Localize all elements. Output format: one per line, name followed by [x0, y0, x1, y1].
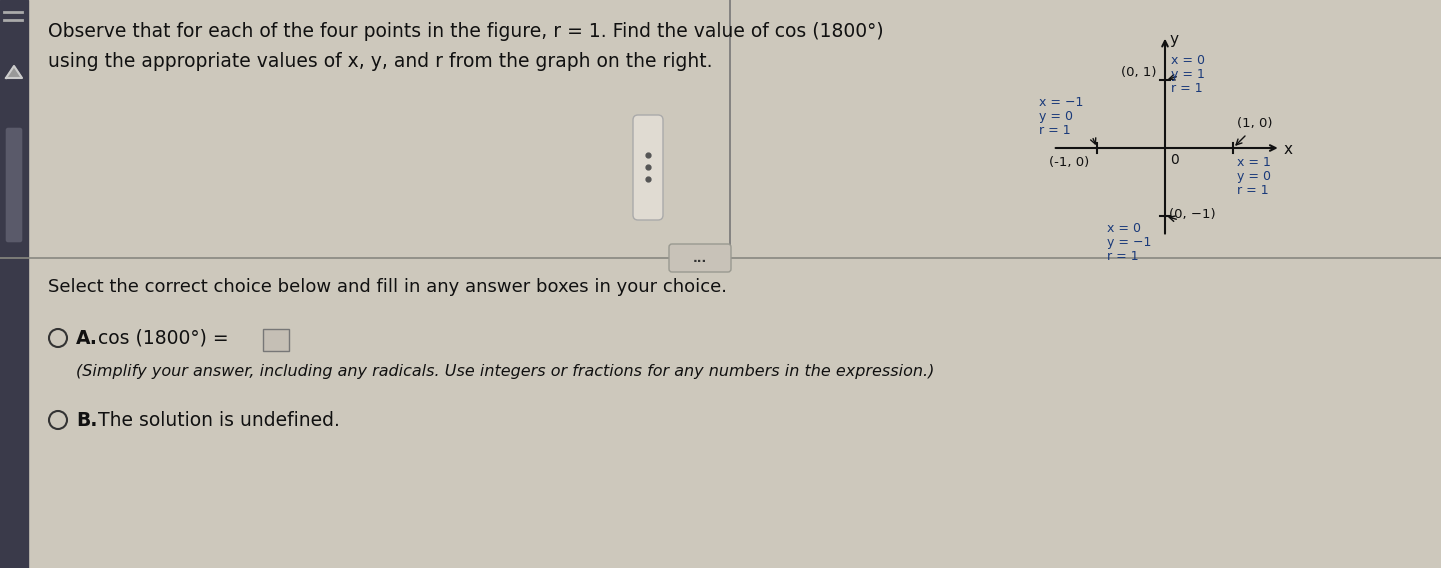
Text: x = −1: x = −1 — [1039, 96, 1084, 109]
Text: Select the correct choice below and fill in any answer boxes in your choice.: Select the correct choice below and fill… — [48, 278, 728, 296]
Text: (Simplify your answer, including any radicals. Use integers or fractions for any: (Simplify your answer, including any rad… — [76, 364, 934, 379]
Text: 0: 0 — [1170, 153, 1179, 167]
Text: x: x — [1284, 143, 1293, 157]
Text: r = 1: r = 1 — [1039, 124, 1071, 137]
Text: (1, 0): (1, 0) — [1236, 117, 1272, 130]
Text: The solution is undefined.: The solution is undefined. — [98, 411, 340, 430]
Text: y = 1: y = 1 — [1172, 68, 1205, 81]
Text: y = 0: y = 0 — [1039, 110, 1074, 123]
Text: x = 0: x = 0 — [1172, 54, 1205, 67]
Text: (0, 1): (0, 1) — [1121, 66, 1157, 79]
Text: r = 1: r = 1 — [1107, 250, 1138, 263]
Polygon shape — [6, 66, 22, 78]
Text: Observe that for each of the four points in the figure, r = 1. Find the value of: Observe that for each of the four points… — [48, 22, 883, 41]
Text: y = −1: y = −1 — [1107, 236, 1151, 249]
Text: y: y — [1169, 32, 1177, 47]
Text: x = 1: x = 1 — [1236, 156, 1271, 169]
Text: using the appropriate values of x, y, and r from the graph on the right.: using the appropriate values of x, y, an… — [48, 52, 712, 71]
Text: y = 0: y = 0 — [1236, 170, 1271, 183]
Text: r = 1: r = 1 — [1236, 184, 1268, 197]
Text: r = 1: r = 1 — [1172, 82, 1203, 95]
Text: x = 0: x = 0 — [1107, 222, 1141, 235]
FancyBboxPatch shape — [669, 244, 731, 272]
Bar — [0, 0, 27, 568]
FancyBboxPatch shape — [4, 127, 23, 243]
Text: ...: ... — [693, 252, 708, 265]
FancyBboxPatch shape — [633, 115, 663, 220]
Text: cos (1800°) =: cos (1800°) = — [98, 329, 229, 348]
Text: A.: A. — [76, 329, 98, 348]
Bar — [264, 329, 290, 351]
Text: (-1, 0): (-1, 0) — [1049, 156, 1089, 169]
Text: B.: B. — [76, 411, 98, 430]
Text: (0, −1): (0, −1) — [1169, 208, 1216, 221]
